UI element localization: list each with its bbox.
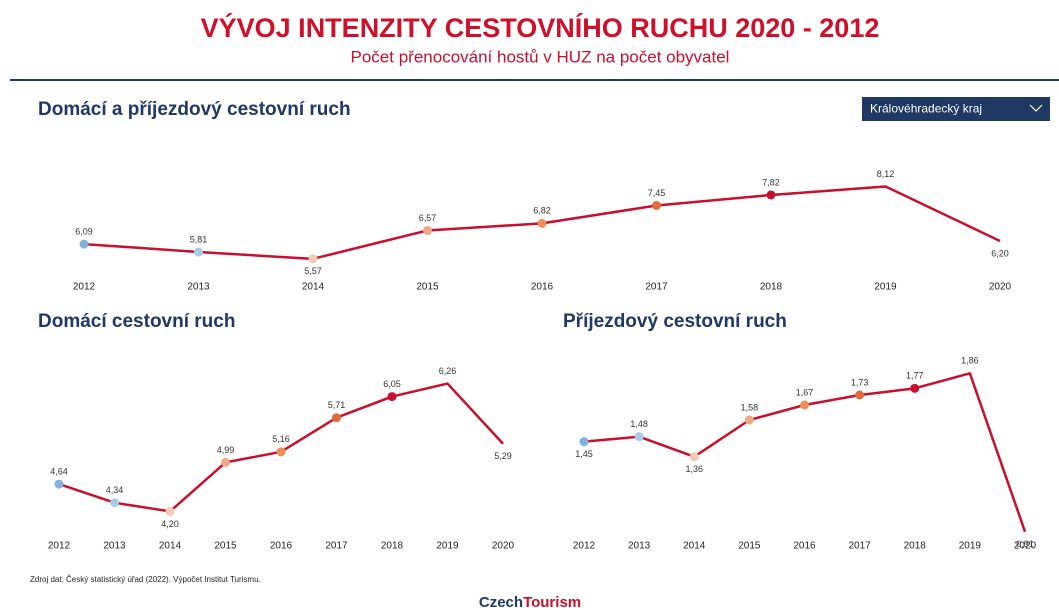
chart-title: Domácí a příjezdový cestovní ruch — [38, 99, 351, 120]
data-label: 5,29 — [494, 451, 512, 461]
x-tick-label: 2014 — [302, 282, 325, 293]
data-point — [54, 479, 64, 489]
x-tick-label: 2015 — [738, 541, 761, 552]
dropdown-chevron[interactable] — [1029, 104, 1043, 112]
data-label: 4,64 — [50, 466, 68, 476]
data-label: 6,57 — [419, 213, 437, 223]
data-label: 6,05 — [383, 379, 401, 389]
chart-title: Domácí cestovní ruch — [38, 311, 235, 332]
data-label: 6,26 — [439, 366, 457, 376]
x-tick-label: 2015 — [214, 541, 237, 552]
x-tick-label: 2012 — [48, 541, 71, 552]
data-point — [579, 437, 589, 447]
source-note: Zdroj dat: Český statistický úřad (2022)… — [30, 575, 261, 584]
x-tick-label: 2017 — [645, 282, 668, 293]
x-tick-label: 2016 — [793, 541, 816, 552]
x-tick-label: 2019 — [959, 541, 982, 552]
x-tick-label: 2018 — [760, 282, 783, 293]
x-tick-label: 2015 — [416, 282, 439, 293]
data-label: 4,34 — [106, 485, 124, 495]
data-point — [855, 390, 865, 400]
data-point — [79, 239, 89, 249]
data-label: 1,67 — [796, 387, 814, 397]
data-label: 1,58 — [741, 402, 759, 412]
data-label: 4,20 — [161, 519, 179, 529]
data-point — [744, 415, 754, 425]
x-tick-label: 2018 — [904, 541, 927, 552]
dropdown-value[interactable]: Královéhradecký kraj — [870, 102, 982, 116]
x-tick-label: 2013 — [628, 541, 651, 552]
x-tick-label: 2012 — [73, 282, 96, 293]
data-point — [276, 447, 286, 457]
data-point — [652, 200, 661, 210]
page-subtitle: Počet přenocování hostů v HUZ na počet o… — [351, 47, 730, 66]
logo-tourism: Tourism — [523, 594, 581, 610]
data-point — [221, 457, 230, 467]
data-point — [110, 498, 119, 508]
x-tick-label: 2020 — [1014, 541, 1037, 552]
data-point — [689, 452, 699, 462]
logo-czech: Czech — [479, 594, 523, 610]
data-label: 1,36 — [685, 464, 703, 474]
page-title: VÝVOJ INTENZITY CESTOVNÍHO RUCHU 2020 - … — [201, 12, 880, 43]
data-label: 1,77 — [906, 371, 924, 381]
data-label: 5,81 — [190, 234, 208, 244]
data-label: 1,48 — [630, 419, 648, 429]
data-point — [800, 400, 809, 410]
data-point — [423, 225, 432, 235]
x-tick-label: 2020 — [492, 541, 515, 552]
x-tick-label: 2013 — [187, 282, 210, 293]
data-point — [634, 432, 644, 442]
data-point — [308, 254, 318, 264]
x-tick-label: 2019 — [436, 541, 459, 552]
data-label: 1,73 — [851, 377, 869, 387]
x-tick-label: 2017 — [325, 541, 348, 552]
x-tick-label: 2016 — [270, 541, 293, 552]
x-tick-label: 2014 — [683, 541, 706, 552]
data-point — [165, 506, 175, 516]
chart-title: Příjezdový cestovní ruch — [563, 311, 787, 332]
data-label: 1,86 — [961, 356, 979, 366]
data-point — [766, 190, 776, 200]
x-tick-label: 2012 — [573, 541, 596, 552]
x-tick-label: 2014 — [159, 541, 182, 552]
dropdown-box[interactable] — [862, 97, 1050, 121]
data-point — [910, 383, 920, 393]
data-label: 5,16 — [272, 434, 290, 444]
logo: CzechTourism — [479, 594, 581, 610]
data-label: 6,20 — [991, 248, 1009, 258]
data-point — [194, 247, 203, 257]
x-tick-label: 2013 — [103, 541, 126, 552]
x-tick-label: 2017 — [849, 541, 872, 552]
data-label: 4,99 — [217, 445, 235, 455]
data-label: 8,12 — [877, 169, 895, 179]
data-label: 7,45 — [648, 188, 666, 198]
x-tick-label: 2020 — [989, 282, 1012, 293]
x-tick-label: 2016 — [531, 282, 554, 293]
data-label: 6,09 — [75, 226, 93, 236]
data-label: 0,91 — [1016, 539, 1034, 549]
x-tick-label: 2018 — [381, 541, 404, 552]
data-point — [387, 392, 397, 402]
data-label: 5,71 — [328, 400, 346, 410]
data-point — [332, 413, 341, 423]
data-point — [537, 218, 547, 228]
data-label: 7,82 — [762, 177, 780, 187]
data-label: 6,82 — [533, 206, 551, 216]
data-label: 1,45 — [575, 449, 593, 459]
region-dropdown[interactable]: Královéhradecký kraj — [862, 97, 1050, 121]
x-tick-label: 2019 — [874, 282, 897, 293]
data-label: 5,57 — [304, 266, 322, 276]
